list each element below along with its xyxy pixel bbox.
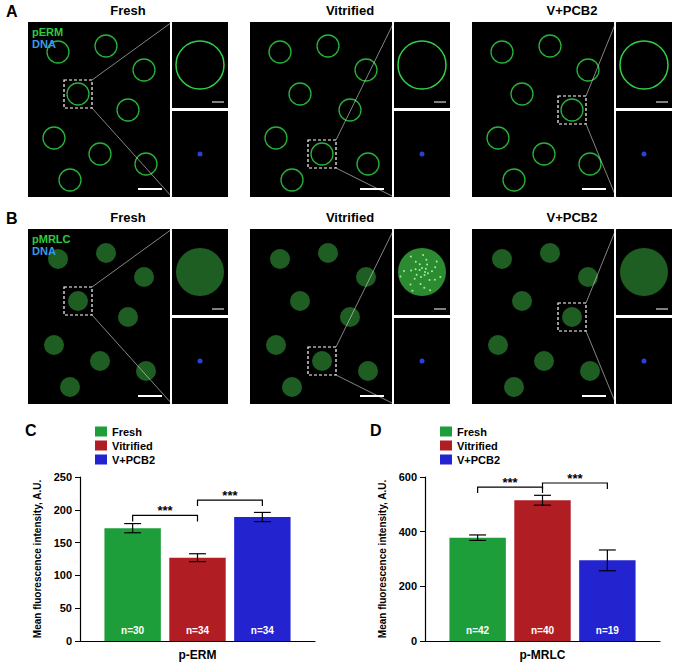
svg-text:pERM: pERM: [32, 26, 63, 38]
svg-text:250: 250: [54, 471, 72, 483]
svg-text:n=19: n=19: [596, 625, 620, 636]
svg-text:pMRLC: pMRLC: [32, 233, 71, 245]
svg-text:0: 0: [411, 635, 417, 647]
svg-text:400: 400: [399, 526, 417, 538]
svg-text:DNA: DNA: [32, 38, 56, 50]
svg-text:***: ***: [567, 471, 583, 486]
svg-text:V+PCB2: V+PCB2: [112, 454, 155, 466]
svg-text:***: ***: [502, 475, 518, 490]
svg-text:Vitrified: Vitrified: [326, 210, 374, 225]
svg-text:DNA: DNA: [32, 245, 56, 257]
svg-text:p-ERM: p-ERM: [179, 648, 217, 662]
svg-text:D: D: [370, 422, 382, 439]
svg-text:n=34: n=34: [251, 625, 275, 636]
svg-text:50: 50: [60, 602, 72, 614]
svg-text:Fresh: Fresh: [110, 3, 145, 18]
svg-text:p-MRLC: p-MRLC: [520, 648, 566, 662]
svg-text:V+PCB2: V+PCB2: [547, 210, 598, 225]
svg-text:n=42: n=42: [466, 625, 490, 636]
svg-text:150: 150: [54, 537, 72, 549]
svg-text:Vitrified: Vitrified: [326, 3, 374, 18]
svg-text:n=34: n=34: [186, 625, 210, 636]
svg-text:***: ***: [222, 488, 238, 503]
svg-text:A: A: [6, 3, 18, 20]
svg-text:n=40: n=40: [531, 625, 555, 636]
svg-text:Vitrified: Vitrified: [112, 440, 153, 452]
svg-text:C: C: [25, 422, 37, 439]
svg-text:100: 100: [54, 569, 72, 581]
svg-text:200: 200: [54, 504, 72, 516]
svg-text:Vitrified: Vitrified: [457, 440, 498, 452]
svg-text:B: B: [6, 210, 18, 227]
svg-text:Fresh: Fresh: [457, 426, 487, 438]
svg-text:Mean fluorescence intensity, A: Mean fluorescence intensity, A.U.: [377, 480, 388, 639]
svg-text:Fresh: Fresh: [110, 210, 145, 225]
svg-text:***: ***: [157, 503, 173, 518]
svg-text:Mean fluorescence intensity, A: Mean fluorescence intensity, A.U.: [32, 480, 43, 639]
svg-text:0: 0: [66, 635, 72, 647]
svg-text:Fresh: Fresh: [112, 426, 142, 438]
svg-text:200: 200: [399, 580, 417, 592]
svg-text:600: 600: [399, 471, 417, 483]
svg-text:V+PCB2: V+PCB2: [547, 3, 598, 18]
svg-text:V+PCB2: V+PCB2: [457, 454, 500, 466]
svg-text:n=30: n=30: [121, 625, 145, 636]
